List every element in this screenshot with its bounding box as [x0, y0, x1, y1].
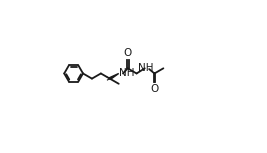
Text: NH: NH: [138, 63, 153, 73]
Text: O: O: [124, 48, 132, 58]
Polygon shape: [109, 73, 119, 79]
Text: NH: NH: [119, 69, 135, 78]
Text: O: O: [150, 84, 159, 94]
